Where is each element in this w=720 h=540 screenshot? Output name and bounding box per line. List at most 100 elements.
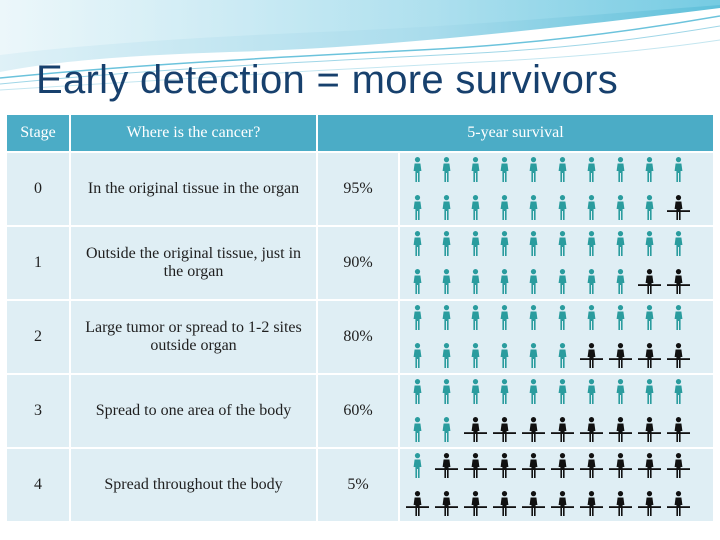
decorative-header-waves <box>0 0 720 91</box>
table-row: 0 In the original tissue in the organ 95… <box>7 153 713 227</box>
survival-cell: 80% <box>318 301 400 375</box>
survivor-person-icon <box>674 379 683 404</box>
survivor-icon-grid <box>400 227 713 301</box>
stage-cell: 3 <box>7 375 71 449</box>
survivor-person-icon <box>616 269 625 294</box>
survivor-person-icon <box>500 343 509 368</box>
survivor-person-icon <box>529 157 538 182</box>
survivor-person-icon <box>442 231 451 256</box>
survivor-person-icon <box>616 379 625 404</box>
survivor-person-icon <box>558 231 567 256</box>
non-survivor-person-icon <box>667 343 690 368</box>
table-row: 1 Outside the original tissue, just in t… <box>7 227 713 301</box>
survivor-person-icon <box>413 453 422 478</box>
survivor-person-icon <box>587 157 596 182</box>
survivor-person-icon <box>529 343 538 368</box>
location-cell: In the original tissue in the organ <box>71 153 318 227</box>
survivor-person-icon <box>413 343 422 368</box>
survivor-person-icon <box>442 195 451 220</box>
non-survivor-person-icon <box>667 453 690 478</box>
icon-row <box>406 194 690 222</box>
survivor-person-icon <box>674 305 683 330</box>
header-survival: 5-year survival <box>318 115 713 153</box>
non-survivor-person-icon <box>609 343 632 368</box>
stage-cell: 0 <box>7 153 71 227</box>
non-survivor-person-icon <box>667 269 690 294</box>
non-survivor-person-icon <box>638 269 661 294</box>
survivor-person-icon <box>645 305 654 330</box>
survivor-person-icon <box>587 305 596 330</box>
survivor-person-icon <box>529 379 538 404</box>
survivor-person-icon <box>500 269 509 294</box>
header-location: Where is the cancer? <box>71 115 318 153</box>
icon-row <box>406 416 690 444</box>
location-cell: Large tumor or spread to 1-2 sites outsi… <box>71 301 318 375</box>
stage-cell: 1 <box>7 227 71 301</box>
non-survivor-person-icon <box>493 491 516 516</box>
survivor-icon-grid <box>400 375 713 449</box>
icon-row <box>406 304 690 332</box>
survivor-person-icon <box>413 195 422 220</box>
survivor-person-icon <box>558 343 567 368</box>
header-stage: Stage <box>7 115 71 153</box>
survivor-person-icon <box>558 269 567 294</box>
survivor-person-icon <box>442 269 451 294</box>
survivor-person-icon <box>674 231 683 256</box>
icon-grid <box>406 452 707 518</box>
survivor-person-icon <box>442 417 451 442</box>
table-row: 4 Spread throughout the body 5% <box>7 449 713 523</box>
survivor-person-icon <box>529 195 538 220</box>
icon-row <box>406 378 690 406</box>
icon-grid <box>406 378 707 444</box>
non-survivor-person-icon <box>464 491 487 516</box>
survivor-person-icon <box>616 157 625 182</box>
survivor-person-icon <box>558 379 567 404</box>
survival-cell: 60% <box>318 375 400 449</box>
survivor-person-icon <box>500 231 509 256</box>
non-survivor-person-icon <box>667 491 690 516</box>
survivor-person-icon <box>413 269 422 294</box>
location-cell: Outside the original tissue, just in the… <box>71 227 318 301</box>
survivor-person-icon <box>413 379 422 404</box>
survivor-person-icon <box>558 157 567 182</box>
survivor-person-icon <box>587 379 596 404</box>
non-survivor-person-icon <box>638 453 661 478</box>
icon-row <box>406 490 690 518</box>
table-row: 2 Large tumor or spread to 1-2 sites out… <box>7 301 713 375</box>
survival-cell: 95% <box>318 153 400 227</box>
survivor-person-icon <box>413 417 422 442</box>
survival-table: Stage Where is the cancer? 5-year surviv… <box>7 115 713 523</box>
non-survivor-person-icon <box>638 417 661 442</box>
non-survivor-person-icon <box>580 343 603 368</box>
survivor-person-icon <box>442 343 451 368</box>
non-survivor-person-icon <box>609 417 632 442</box>
survivor-icon-grid <box>400 449 713 523</box>
survivor-icon-grid <box>400 301 713 375</box>
non-survivor-person-icon <box>493 453 516 478</box>
survivor-person-icon <box>587 195 596 220</box>
survivor-person-icon <box>558 305 567 330</box>
survivor-person-icon <box>413 157 422 182</box>
non-survivor-person-icon <box>464 453 487 478</box>
survivor-person-icon <box>645 379 654 404</box>
icon-row <box>406 156 690 184</box>
non-survivor-person-icon <box>580 453 603 478</box>
non-survivor-person-icon <box>435 453 458 478</box>
survivor-person-icon <box>529 269 538 294</box>
non-survivor-person-icon <box>522 453 545 478</box>
survivor-person-icon <box>645 231 654 256</box>
survivor-person-icon <box>442 157 451 182</box>
survivor-person-icon <box>471 305 480 330</box>
survivor-person-icon <box>587 231 596 256</box>
survivor-person-icon <box>500 379 509 404</box>
location-cell: Spread throughout the body <box>71 449 318 523</box>
non-survivor-person-icon <box>580 417 603 442</box>
non-survivor-person-icon <box>609 491 632 516</box>
survivor-person-icon <box>616 305 625 330</box>
icon-row <box>406 230 690 258</box>
survivor-person-icon <box>500 195 509 220</box>
survivor-person-icon <box>442 305 451 330</box>
survivor-person-icon <box>471 157 480 182</box>
survivor-person-icon <box>500 157 509 182</box>
non-survivor-person-icon <box>551 417 574 442</box>
